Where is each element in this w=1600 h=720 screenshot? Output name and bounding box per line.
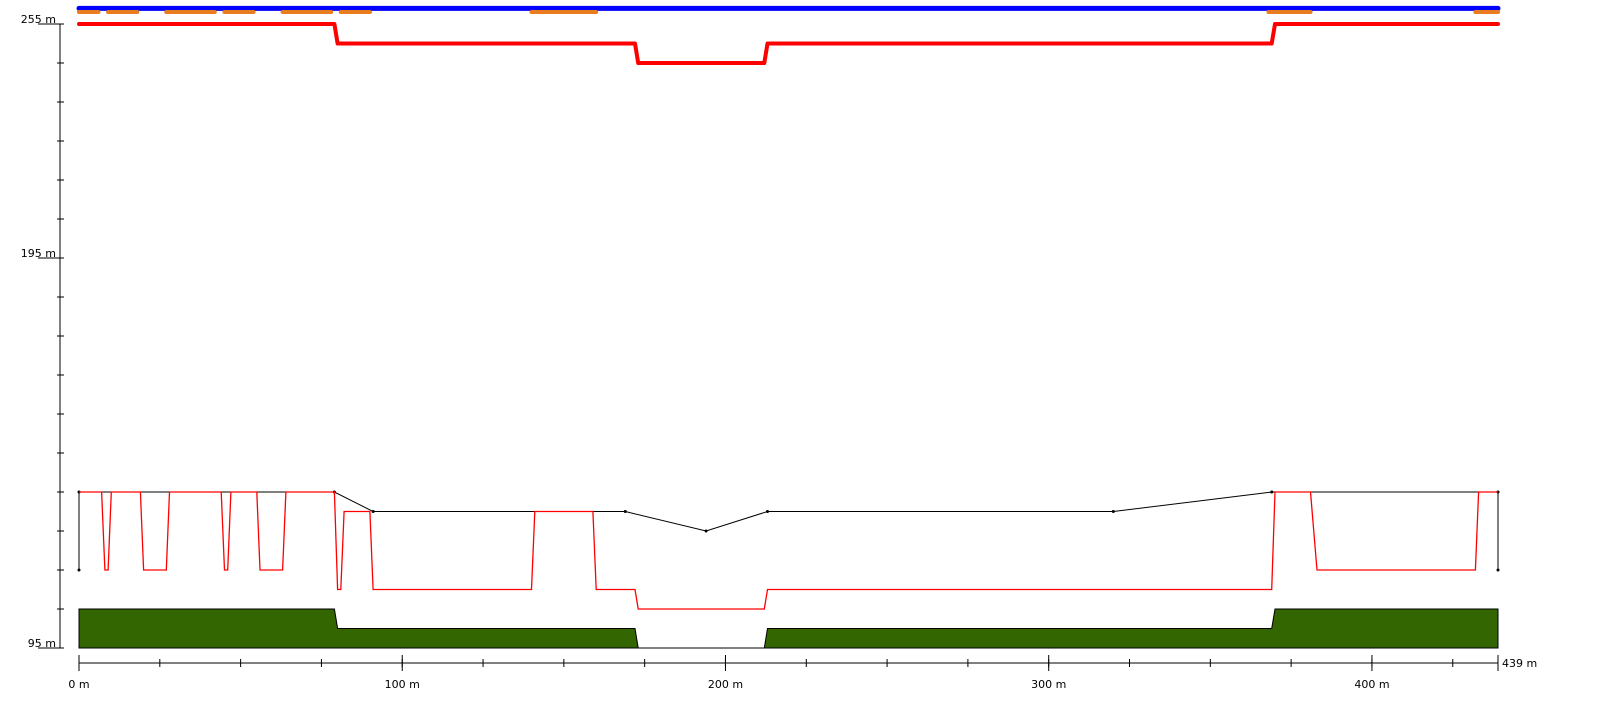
x-axis-tick-label-200: 200 m [708,678,743,691]
terrain-layer [78,608,1499,649]
black-profile-point-0 [77,568,81,572]
black-profile-point-10 [1496,568,1500,572]
terrain-area [78,608,1499,649]
black-profile-point-3 [371,510,375,513]
black-profile-point-6 [765,510,769,513]
x-axis-tick-label-0: 0 m [68,678,89,691]
x-axis-tick-label-400: 400 m [1354,678,1389,691]
red-profile-line [79,491,1498,610]
axes-layer: 255 m 195 m 95 m 0 m 100 m 200 m 300 m 400 m 439… [21,13,1537,691]
x-axis-tick-label-439: 439 m [1502,657,1537,670]
series-layer [76,5,1501,610]
black-profile-point-8 [1270,490,1274,494]
black-profile-point-7 [1111,510,1115,513]
red-band-line [77,22,1500,65]
x-axis-tick-label-100: 100 m [385,678,420,691]
y-axis-tick-label-195: 195 m [21,247,56,260]
black-profile-point-5 [704,529,708,533]
y-axis-tick-label-95: 95 m [28,637,56,650]
x-axis-tick-label-300: 300 m [1031,678,1066,691]
black-profile-point-4 [623,510,627,513]
y-axis-tick-label-255: 255 m [21,13,56,26]
black-profile-line [78,491,1499,570]
